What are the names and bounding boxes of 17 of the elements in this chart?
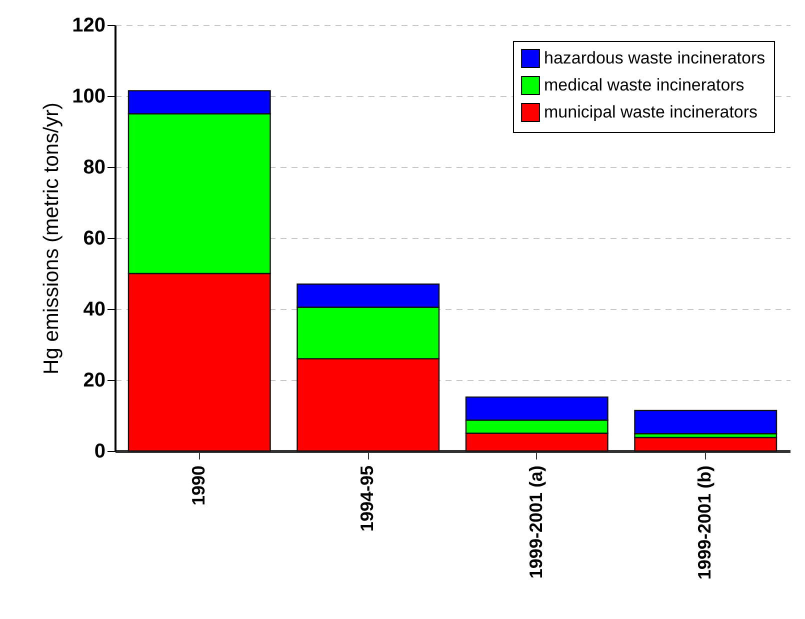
bar xyxy=(634,410,778,434)
bar xyxy=(634,436,778,452)
y-tick-label: 20 xyxy=(83,370,106,392)
y-tick-label: 120 xyxy=(72,14,106,36)
x-tick-label: 1999-2001 (a) xyxy=(526,466,546,579)
x-tick-label: 1999-2001 (b) xyxy=(694,466,715,580)
x-tick-label: 1990 xyxy=(188,466,208,506)
y-tick-label: 60 xyxy=(83,228,106,250)
x-tick-label: 1994-95 xyxy=(357,466,378,532)
legend-label: municipal waste incinerators xyxy=(544,102,758,122)
legend-label: hazardous waste incinerators xyxy=(544,48,766,68)
y-axis-title: Hg emissions (metric tons/yr) xyxy=(40,102,64,374)
y-tick-label: 0 xyxy=(94,440,106,462)
legend-label: medical waste incinerators xyxy=(544,76,744,94)
y-tick-label: 40 xyxy=(83,298,106,320)
y-tick-label: 80 xyxy=(83,156,106,178)
y-tick-label: 100 xyxy=(72,86,106,108)
